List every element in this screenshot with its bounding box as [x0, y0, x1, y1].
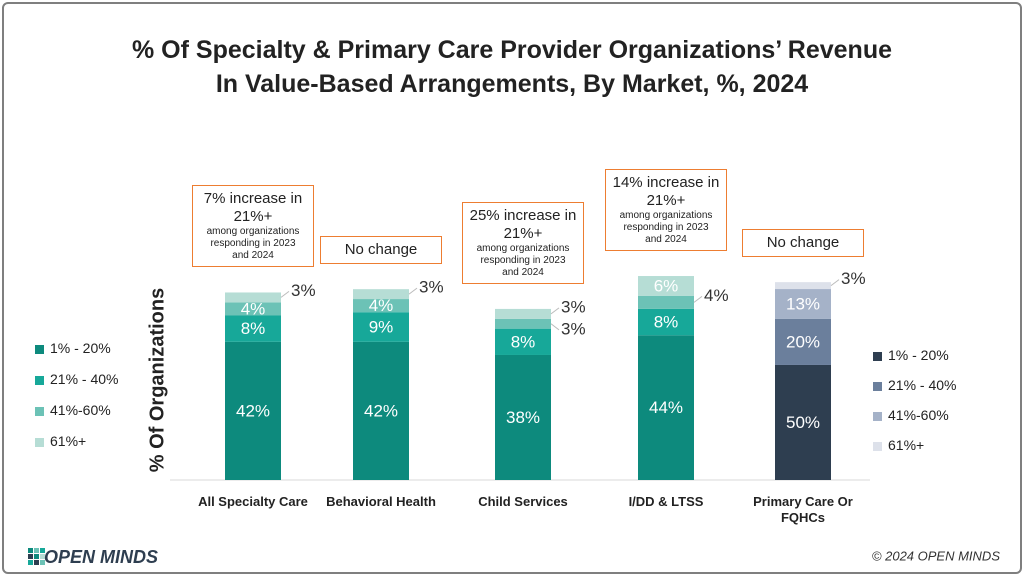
annotation-note: among organizations responding in 2023 a… — [619, 210, 713, 246]
legend-swatch — [35, 407, 44, 416]
value-label: 13% — [786, 294, 820, 313]
y-axis-label: % Of Organizations — [146, 288, 168, 472]
leader-line — [693, 295, 703, 303]
value-label: 8% — [241, 319, 266, 338]
value-label: 8% — [654, 313, 679, 332]
legend-swatch — [873, 442, 882, 451]
value-label: 4% — [704, 286, 729, 305]
bar-segment — [353, 289, 409, 300]
bar-segment — [638, 295, 694, 309]
annotation-text: 14% increase in 21%+ — [612, 174, 720, 210]
bar-segment — [495, 308, 551, 319]
value-label: 3% — [291, 281, 316, 300]
value-label: 9% — [369, 317, 394, 336]
annotation-note: among organizations responding in 2023 a… — [476, 242, 570, 278]
category-label: Behavioral Health — [326, 494, 436, 509]
value-label: 4% — [241, 299, 266, 318]
category-label: All Specialty Care — [198, 494, 308, 509]
value-label: 3% — [419, 278, 444, 297]
legend-label: 41%-60% — [888, 407, 949, 423]
legend-label: 61%+ — [50, 433, 87, 449]
annotation: No change — [742, 229, 864, 258]
value-label: 50% — [786, 413, 820, 432]
bar-segment — [638, 308, 694, 336]
value-label: 6% — [654, 276, 679, 295]
leader-line — [408, 287, 418, 295]
annotation: 14% increase in 21%+ among organizations … — [605, 169, 727, 252]
bar-segment — [638, 276, 694, 296]
bar-segment — [225, 292, 281, 303]
value-label: 20% — [786, 332, 820, 351]
value-label: 38% — [506, 408, 540, 427]
bar-segment — [495, 328, 551, 355]
leader-line — [550, 323, 560, 331]
bar-segment — [775, 289, 831, 319]
bar-segment — [353, 341, 409, 480]
category-label: I/DD & LTSS — [628, 494, 704, 509]
bar-segment — [225, 302, 281, 316]
legend-label: 1% - 20% — [888, 347, 949, 363]
category-label: Primary Care Or FQHCs — [753, 494, 853, 525]
annotation: 25% increase in 21%+ among organizations … — [462, 201, 584, 284]
copyright: © 2024 OPEN MINDS — [872, 548, 1000, 563]
title: % Of Specialty & Primary Care Provider O… — [132, 36, 892, 64]
leader-line — [280, 291, 290, 298]
category-label: Child Services — [478, 494, 568, 509]
annotation-text: No change — [766, 234, 840, 252]
legend-swatch — [873, 352, 882, 361]
annotation-text: 25% increase in 21%+ — [469, 206, 577, 242]
legend-label: 1% - 20% — [50, 340, 111, 356]
value-label: 42% — [364, 401, 398, 420]
bar-segment — [495, 354, 551, 480]
value-label: 3% — [841, 269, 866, 288]
value-label: 42% — [236, 401, 270, 420]
logo-icon — [28, 548, 45, 565]
bar-segment — [775, 364, 831, 480]
legend-label: 41%-60% — [50, 402, 111, 418]
bar-segment — [775, 282, 831, 290]
annotation: No change — [320, 236, 442, 265]
legend-swatch — [873, 412, 882, 421]
bar-segment — [638, 335, 694, 480]
value-label: 4% — [369, 296, 394, 315]
bar-segment — [353, 312, 409, 342]
bar-segment — [775, 318, 831, 365]
annotation-text: 7% increase in 21%+ — [203, 190, 303, 226]
legend-swatch — [35, 438, 44, 447]
bar-segment — [495, 318, 551, 329]
value-label: 8% — [511, 332, 536, 351]
bar-segment — [353, 299, 409, 313]
leader-line — [830, 279, 840, 286]
legend-label: 21% - 40% — [50, 371, 119, 387]
legend-label: 21% - 40% — [888, 377, 957, 393]
annotation-text: No change — [344, 241, 418, 259]
bar-segment — [225, 341, 281, 480]
value-label: 3% — [561, 297, 586, 316]
title: In Value-Based Arrangements, By Market, … — [215, 70, 809, 98]
logo-text: OPEN MINDS — [44, 547, 158, 567]
value-label: 44% — [649, 398, 683, 417]
legend-swatch — [35, 376, 44, 385]
annotation: 7% increase in 21%+ among organizations r… — [192, 185, 314, 268]
value-label: 3% — [561, 319, 586, 338]
legend-swatch — [35, 345, 44, 354]
bar-segment — [225, 315, 281, 342]
leader-line — [550, 307, 560, 315]
legend-swatch — [873, 382, 882, 391]
legend-label: 61%+ — [888, 437, 925, 453]
annotation-note: among organizations responding in 2023 a… — [206, 226, 300, 262]
